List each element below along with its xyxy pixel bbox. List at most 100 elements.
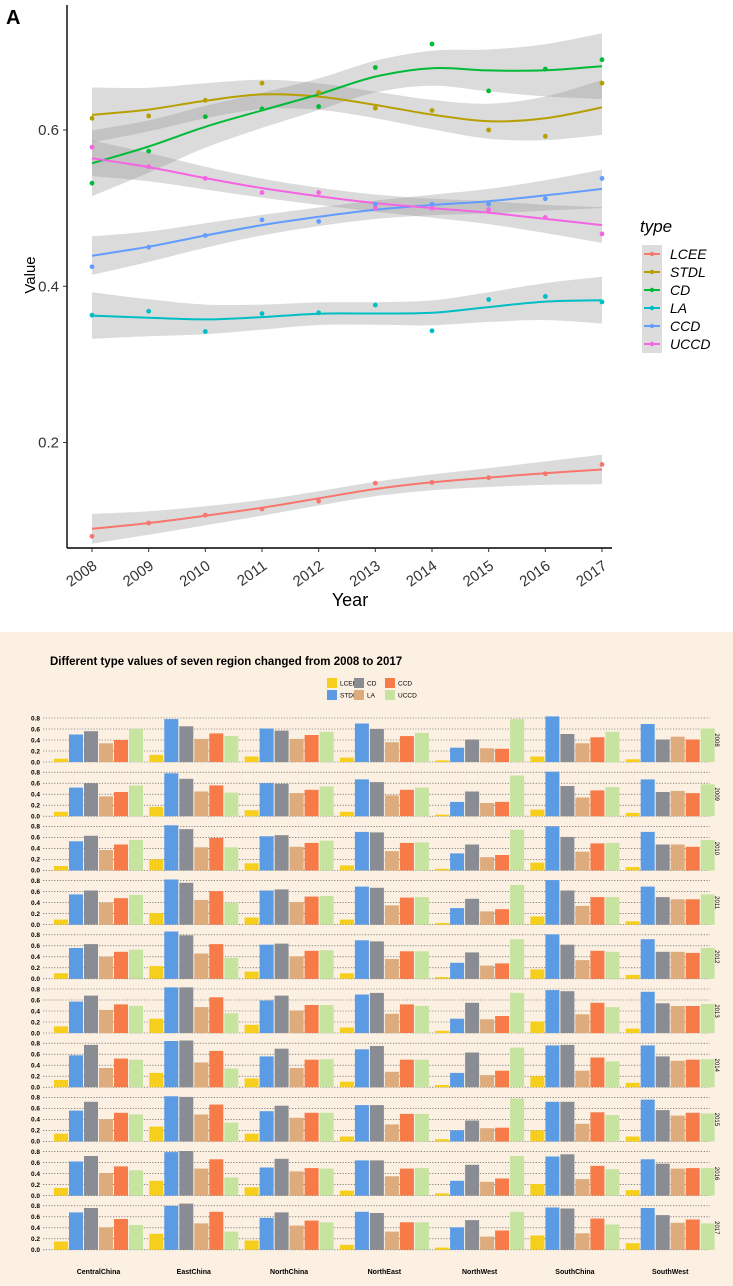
year-strip-label: 2013 <box>713 1004 719 1018</box>
bar-la <box>670 1060 685 1088</box>
bar-cd <box>84 835 98 871</box>
bar-ccd <box>399 736 414 762</box>
point-ccd <box>429 201 435 207</box>
point-cd <box>259 106 265 112</box>
point-lcee <box>542 471 548 477</box>
bar-uccd <box>224 847 239 871</box>
y-tick-label: 0.8 <box>31 1041 40 1048</box>
bar-lcee <box>435 760 450 762</box>
bar-ccd <box>685 1168 700 1196</box>
point-stdl <box>146 113 152 119</box>
bar-ccd <box>209 1211 224 1250</box>
bar-la <box>99 956 113 979</box>
legend-label-la: LA <box>670 300 687 316</box>
bar-uccd <box>700 840 715 871</box>
bar-cd <box>84 783 98 817</box>
year-strip-label: 2016 <box>713 1167 719 1181</box>
point-cd <box>89 180 95 186</box>
bar-la <box>480 857 495 871</box>
bar-cd <box>560 1154 575 1196</box>
y-tick-label: 0.2 <box>31 803 40 810</box>
bar-uccd <box>414 1222 429 1250</box>
bar-uccd <box>319 896 334 925</box>
point-stdl <box>316 90 322 95</box>
y-tick-label: 0.6 <box>31 1106 40 1113</box>
bar-uccd <box>414 787 429 817</box>
bar-stdl <box>354 723 369 762</box>
confidence-bands <box>92 33 602 544</box>
point-la <box>486 297 492 302</box>
bar-cd <box>84 890 98 925</box>
bar-lcee <box>625 812 640 817</box>
x-tick-label: 2010 <box>177 557 214 590</box>
bar-lcee <box>530 969 545 979</box>
bar-uccd <box>129 949 143 979</box>
bar-stdl <box>545 1045 560 1088</box>
point-stdl <box>542 133 548 139</box>
bar-la <box>289 793 304 817</box>
point-lcee <box>202 512 208 518</box>
bar-cd <box>560 1208 575 1250</box>
y-axis-title: Value <box>22 256 39 293</box>
bar-la <box>194 1168 209 1196</box>
bar-lcee <box>530 809 545 817</box>
bar-ccd <box>399 842 414 871</box>
bar-uccd <box>414 951 429 979</box>
point-stdl <box>259 80 265 86</box>
bar-ccd <box>590 897 605 925</box>
band-uccd <box>92 140 602 243</box>
y-tick-label: 0.6 <box>31 781 40 788</box>
band-lcee <box>92 454 602 544</box>
bar-cd <box>465 1002 480 1034</box>
bar-la <box>289 1010 304 1033</box>
point-cd <box>429 41 435 47</box>
bar-la <box>480 1236 495 1250</box>
bar-ccd <box>304 789 319 817</box>
bar-ccd <box>495 909 510 925</box>
bar-ccd <box>114 951 128 979</box>
bar-stdl <box>640 991 655 1034</box>
bar-uccd <box>224 1068 239 1088</box>
region-label: NorthEast <box>368 1269 402 1276</box>
bar-cd <box>655 739 670 762</box>
bar-lcee <box>149 1180 164 1196</box>
bar-cd <box>655 792 670 817</box>
bar-ccd <box>495 748 510 762</box>
bar-uccd <box>319 950 334 979</box>
bar-cd <box>84 1156 98 1196</box>
bar-ccd <box>304 1112 319 1142</box>
bar-ccd <box>495 1178 510 1196</box>
bar-uccd <box>605 1115 620 1142</box>
x-tick-label: 2011 <box>234 557 270 589</box>
legend-label-lcee: LCEE <box>340 681 358 688</box>
bar-lcee <box>339 1190 354 1196</box>
x-tick-label: 2016 <box>517 557 554 590</box>
bar-lcee <box>149 1018 164 1033</box>
bar-uccd <box>510 829 525 871</box>
bar-la <box>575 1233 590 1250</box>
bar-stdl <box>450 1130 465 1142</box>
bar-ccd <box>304 1168 319 1196</box>
bar-stdl <box>69 1001 83 1033</box>
bar-lcee <box>54 1080 68 1088</box>
bar-cd <box>274 995 289 1033</box>
y-tick-label: 0.6 <box>31 997 40 1004</box>
point-ccd <box>202 233 208 238</box>
bar-stdl <box>354 940 369 979</box>
bar-lcee <box>339 865 354 871</box>
bar-uccd <box>414 1006 429 1033</box>
bar-la <box>480 1019 495 1034</box>
bar-ccd <box>304 896 319 925</box>
legend-label-ccd: CCD <box>670 318 700 334</box>
bar-cd <box>655 897 670 925</box>
point-cd <box>542 66 548 72</box>
y-tick-label: 0.2 <box>31 1128 40 1135</box>
bar-la <box>384 1013 399 1034</box>
legend-label-lcee: LCEE <box>670 246 707 262</box>
line-ccd <box>91 187 603 257</box>
bar-ccd <box>304 950 319 979</box>
y-tick-label: 0.0 <box>31 1030 40 1037</box>
bar-lcee <box>625 867 640 871</box>
bar-la <box>670 790 685 817</box>
bar-stdl <box>545 716 560 762</box>
